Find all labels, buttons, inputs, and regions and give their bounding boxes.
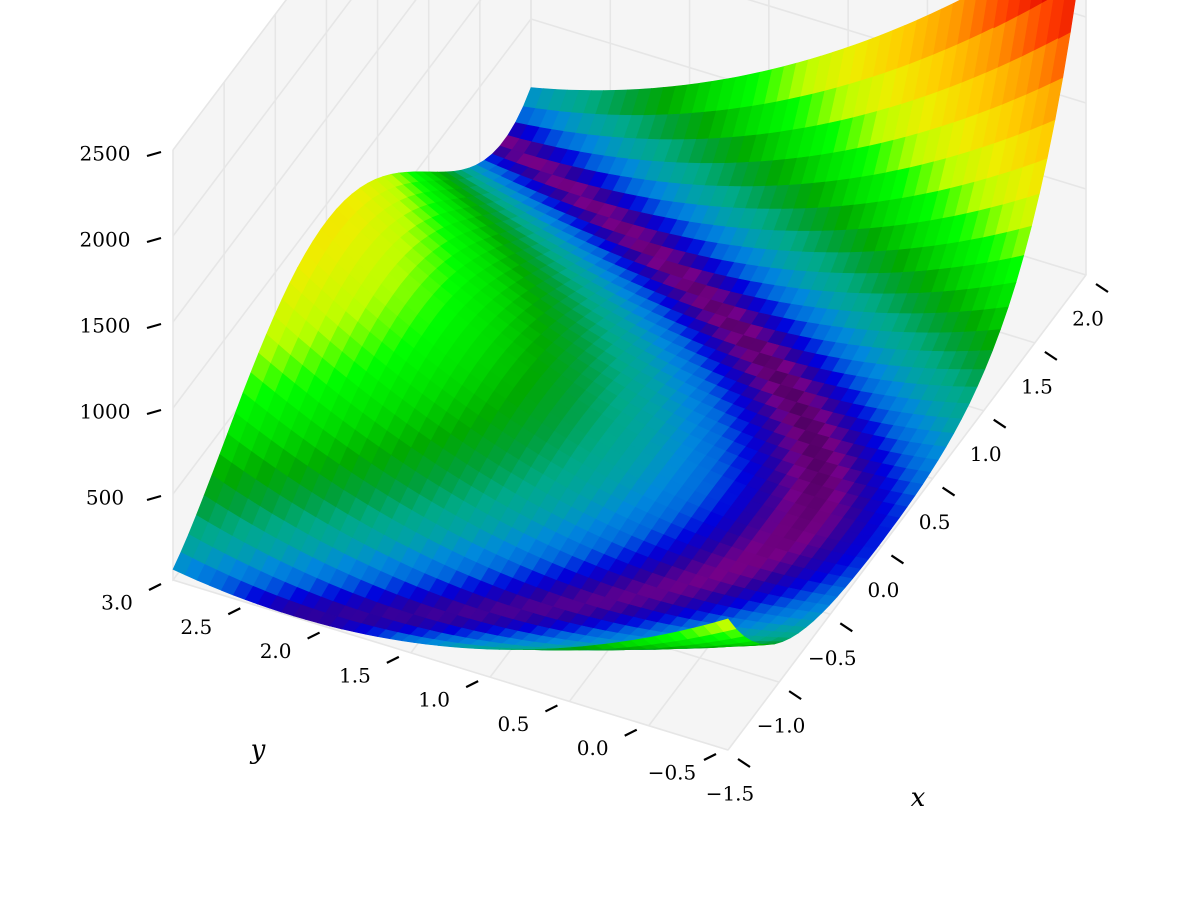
y-axis-label: y [250,735,266,765]
surface-facet [1041,0,1048,4]
x-tick-mark [941,486,956,497]
x-tick-mark [1095,283,1109,293]
z-tick-mark [146,322,162,330]
surface-facet [715,618,737,632]
y-tick-mark [703,753,717,761]
y-tick-label: 0.0 [577,736,609,760]
y-tick-mark [148,583,162,591]
x-tick-label: −1.5 [706,782,755,806]
y-tick-label: 3.0 [101,591,133,615]
wall-grid-z [172,0,417,323]
z-tick-label: 1000 [80,400,131,424]
y-tick-mark [544,704,558,713]
x-tick-mark [839,622,853,633]
surface-facet [1058,0,1076,39]
x-tick-mark [737,758,751,768]
x-axis-label: x [911,783,926,813]
y-tick-label: 1.5 [339,663,371,687]
wall-grid-z [172,0,352,237]
y-tick-mark [307,631,321,640]
floor-grid-y [727,274,1087,751]
x-tick-label: 1.0 [970,442,1002,466]
surface-facet [1017,0,1032,17]
y-tick-mark [465,680,479,689]
wall-grid-z [172,0,482,409]
y-tick-mark [386,655,400,664]
y-tick-label: 1.0 [418,688,450,712]
surface-facet [993,0,1010,29]
axis-ticks: −1.5 −1.0 −0.5 0.0 0.5 1.0 1.5 2.0 −0.5 0.0 0.5 1.0… [80,142,1109,806]
x-tick-mark [1044,350,1058,361]
y-tick-label: 2.5 [180,615,212,639]
x-tick-label: 0.5 [919,510,951,534]
y-tick-label: 0.5 [497,712,529,736]
x-tick-label: 0.0 [867,578,899,602]
y-tick-mark [227,607,241,616]
z-tick-mark [146,150,162,158]
x-tick-mark [788,690,802,701]
z-tick-label: 500 [86,486,124,510]
surface-mesh [172,0,1076,651]
z-tick-label: 2000 [80,228,131,252]
z-tick-mark [146,408,162,416]
z-tick-label: 2500 [80,142,131,166]
y-tick-label: 2.0 [260,639,292,663]
surface-facet [1029,0,1043,10]
z-tick-mark [146,494,162,502]
x-tick-label: 2.0 [1072,307,1104,331]
wall-grid-z [172,0,288,151]
x-tick-mark [890,554,905,565]
y-tick-mark [624,728,638,737]
floor-grid-x [172,579,729,751]
z-tick-mark [146,236,162,244]
surface-facet [1005,0,1021,23]
x-tick-label: 1.5 [1021,374,1053,398]
z-tick-label: 1500 [80,314,131,338]
x-tick-mark [993,418,1007,429]
x-tick-label: −0.5 [808,646,857,670]
y-tick-label: −0.5 [648,761,697,785]
x-tick-label: −1.0 [757,714,806,738]
